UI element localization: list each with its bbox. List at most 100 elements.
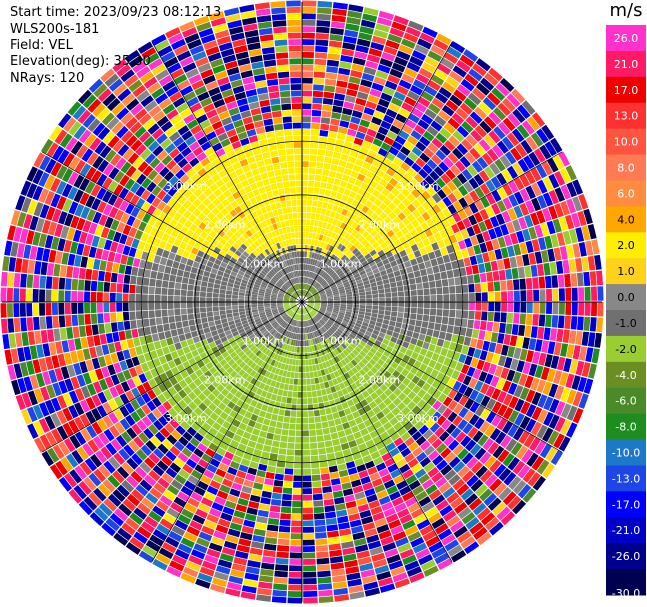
velocity-gate (369, 358, 377, 366)
velocity-gate (325, 276, 332, 282)
velocity-gate (543, 411, 554, 427)
velocity-gate (342, 257, 350, 264)
velocity-gate (131, 266, 139, 276)
velocity-gate (303, 578, 317, 585)
velocity-gate (491, 203, 501, 215)
velocity-gate (531, 112, 546, 128)
velocity-gate (548, 383, 559, 398)
velocity-gate (472, 430, 484, 443)
velocity-gate (193, 291, 200, 297)
velocity-gate (213, 311, 220, 316)
velocity-gate (348, 264, 356, 271)
velocity-gate (429, 315, 436, 323)
velocity-gate (282, 390, 288, 397)
velocity-gate (109, 292, 116, 302)
velocity-gate (305, 264, 308, 271)
velocity-gate (363, 418, 373, 428)
velocity-gate (416, 409, 426, 420)
velocity-gate (107, 251, 116, 262)
velocity-gate (361, 357, 369, 365)
velocity-gate (410, 415, 420, 426)
velocity-gate (365, 395, 374, 404)
velocity-gate (336, 132, 347, 141)
velocity-gate (441, 218, 451, 229)
velocity-gate (490, 375, 500, 388)
velocity-gate (261, 556, 276, 564)
velocity-gate (329, 549, 343, 557)
velocity-gate (287, 590, 302, 598)
velocity-gate (59, 327, 68, 341)
velocity-gate (331, 568, 346, 577)
velocity-gate (479, 183, 491, 196)
velocity-gate (467, 92, 482, 106)
velocity-gate (374, 396, 383, 406)
velocity-gate (541, 340, 549, 353)
velocity-gate (380, 241, 388, 250)
velocity-gate (310, 287, 315, 293)
velocity-gate (353, 103, 365, 113)
velocity-gate (238, 295, 245, 299)
velocity-gate (474, 417, 485, 430)
velocity-gate (312, 90, 324, 98)
velocity-gate (318, 343, 323, 350)
velocity-gate (448, 317, 455, 326)
velocity-gate (386, 229, 395, 238)
velocity-gate (408, 113, 420, 124)
velocity-gate (303, 565, 317, 572)
velocity-gate (452, 65, 467, 78)
velocity-gate (492, 106, 507, 121)
velocity-gate (488, 302, 495, 312)
velocity-gate (421, 321, 429, 329)
velocity-gate (507, 302, 514, 313)
velocity-gate (352, 410, 361, 419)
velocity-gate (122, 311, 130, 321)
velocity-gate (302, 289, 304, 296)
velocity-gate (492, 322, 500, 333)
velocity-gate (331, 365, 337, 372)
velocity-gate (307, 296, 314, 300)
velocity-gate (397, 291, 405, 297)
velocity-gate (354, 224, 362, 232)
velocity-gate (316, 275, 321, 282)
velocity-gate (326, 308, 333, 312)
velocity-gate (316, 390, 322, 397)
velocity-gate (155, 279, 163, 288)
velocity-gate (323, 273, 329, 280)
velocity-gate (434, 345, 443, 355)
velocity-gate (309, 148, 318, 155)
velocity-gate (491, 353, 501, 365)
velocity-gate (379, 58, 393, 68)
velocity-gate (424, 85, 438, 97)
velocity-gate (437, 354, 446, 364)
velocity-gate (359, 119, 371, 128)
velocity-gate (347, 10, 363, 19)
velocity-gate (304, 257, 307, 264)
velocity-gate (368, 194, 377, 203)
velocity-gate (313, 512, 325, 520)
velocity-gate (407, 252, 416, 261)
velocity-gate (320, 348, 326, 356)
velocity-gate (371, 82, 384, 92)
velocity-gate (337, 243, 343, 250)
velocity-gate (304, 283, 307, 290)
velocity-gate (374, 325, 381, 332)
velocity-gate (193, 307, 200, 314)
velocity-gate (163, 323, 170, 332)
velocity-gate (348, 122, 359, 131)
velocity-gate (472, 502, 487, 516)
velocity-gate (393, 91, 406, 102)
velocity-gate (316, 344, 321, 351)
velocity-gate (274, 564, 289, 571)
velocity-gate (533, 289, 540, 302)
velocity-gate (168, 281, 175, 289)
velocity-gate (315, 246, 320, 254)
velocity-gate (338, 469, 349, 478)
velocity-gate (331, 158, 340, 166)
velocity-gate (343, 101, 355, 110)
velocity-gate (405, 474, 418, 485)
velocity-gate (262, 444, 272, 453)
velocity-gate (294, 456, 302, 463)
velocity-gate (426, 328, 434, 337)
velocity-gate (342, 42, 356, 51)
velocity-gate (278, 448, 287, 455)
